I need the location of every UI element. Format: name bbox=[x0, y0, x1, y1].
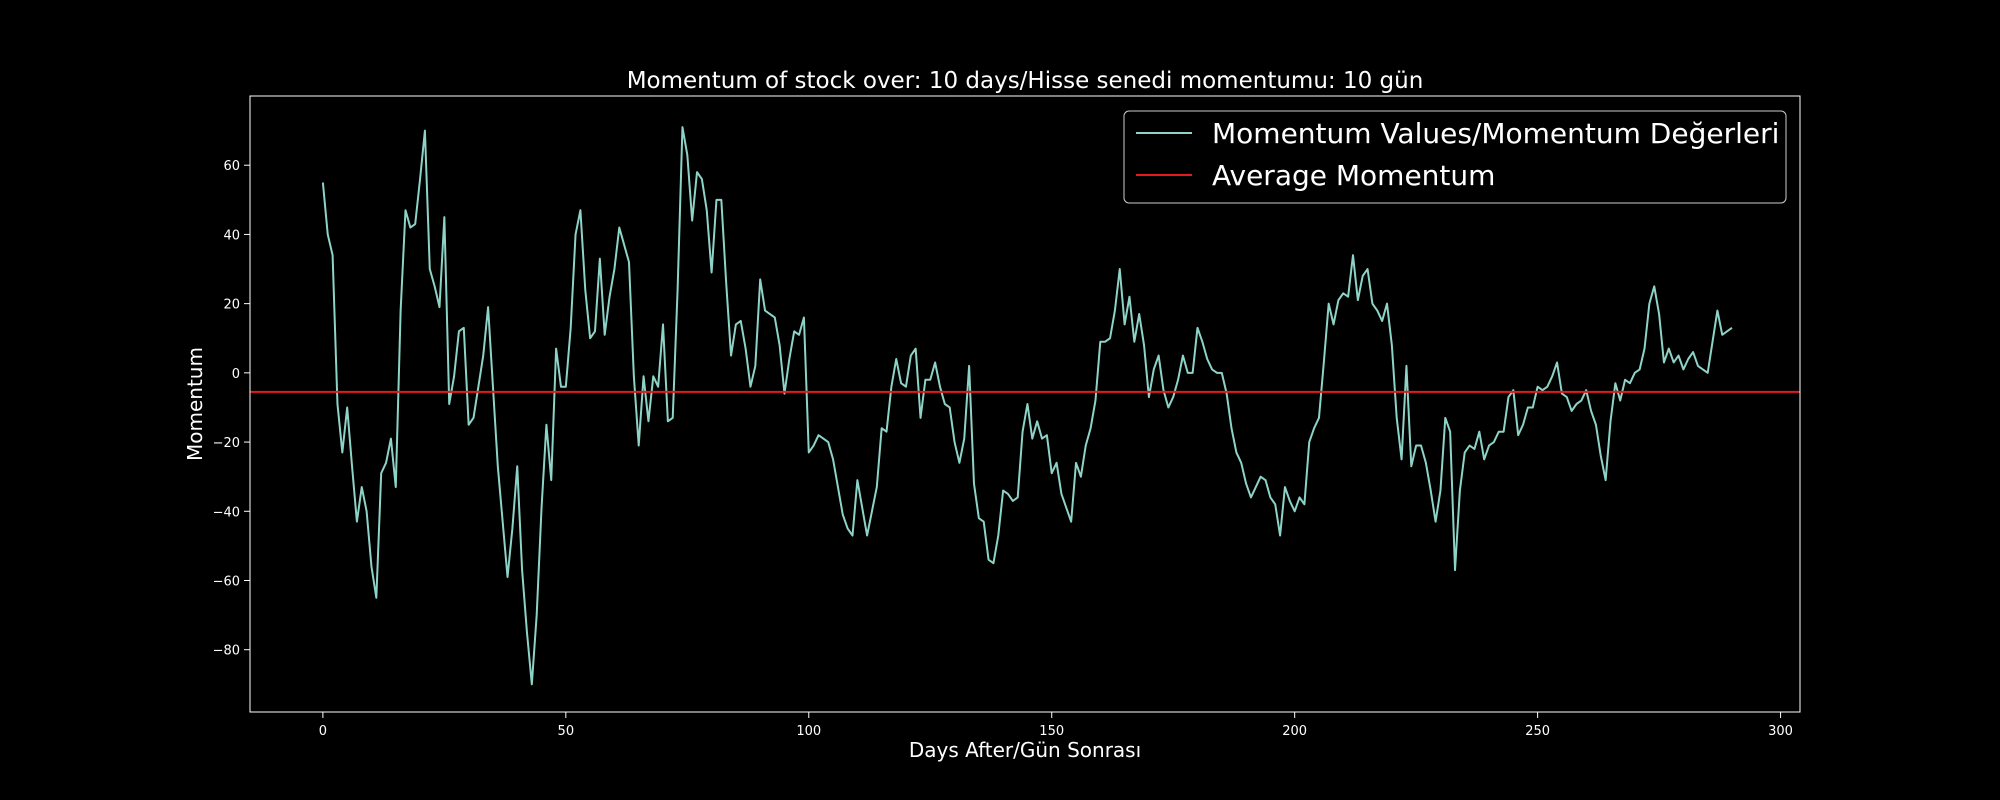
legend-label-momentum: Momentum Values/Momentum Değerleri bbox=[1212, 117, 1779, 150]
y-tick-label: 20 bbox=[223, 298, 240, 313]
plot-frame bbox=[249, 95, 1801, 713]
x-tick-label: 300 bbox=[1768, 724, 1793, 739]
momentum-series-line bbox=[321, 126, 1733, 686]
y-axis: −80 −60 −40 −20 0 20 40 60 bbox=[213, 159, 250, 659]
y-tick-label: 40 bbox=[223, 228, 240, 243]
legend-box bbox=[1123, 110, 1787, 204]
x-tick-label: 100 bbox=[796, 724, 821, 739]
y-tick-label: −60 bbox=[213, 574, 240, 589]
x-axis: 0 50 100 150 200 250 300 bbox=[319, 712, 1793, 739]
y-tick-label: 60 bbox=[223, 159, 240, 174]
y-axis-label: Momentum bbox=[183, 347, 207, 461]
legend-label-average: Average Momentum bbox=[1212, 159, 1495, 192]
x-tick-label: 0 bbox=[319, 724, 327, 739]
y-tick-label: −80 bbox=[213, 644, 240, 659]
y-tick-label: −20 bbox=[213, 436, 240, 451]
x-tick-label: 200 bbox=[1282, 724, 1307, 739]
y-tick-label: 0 bbox=[232, 367, 240, 382]
x-tick-label: 250 bbox=[1525, 724, 1550, 739]
y-tick-label: −40 bbox=[213, 505, 240, 520]
chart-title: Momentum of stock over: 10 days/Hisse se… bbox=[627, 68, 1424, 94]
x-tick-label: 150 bbox=[1039, 724, 1064, 739]
x-axis-label: Days After/Gün Sonrası bbox=[909, 738, 1141, 762]
legend: Momentum Values/Momentum Değerleri Avera… bbox=[1123, 110, 1787, 204]
x-tick-label: 50 bbox=[558, 724, 575, 739]
